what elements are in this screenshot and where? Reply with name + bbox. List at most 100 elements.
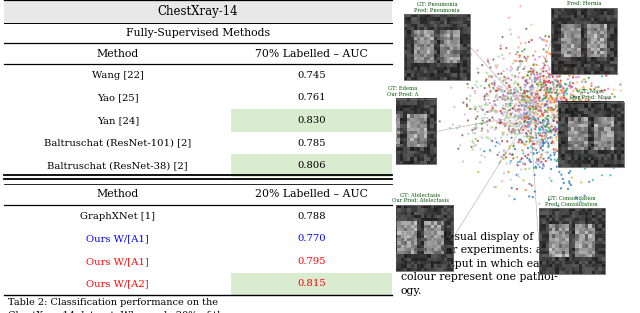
Point [561, 98, 572, 103]
Point [533, 101, 543, 106]
Point [532, 103, 543, 108]
Point [564, 171, 574, 176]
Point [578, 85, 588, 90]
Point [562, 119, 572, 124]
Point [518, 127, 529, 132]
Point [570, 129, 580, 134]
Point [522, 134, 532, 139]
Point [540, 102, 550, 107]
Point [560, 124, 570, 129]
Point [534, 108, 544, 113]
Point [484, 85, 495, 90]
Point [545, 135, 555, 140]
Point [568, 64, 579, 69]
Point [536, 154, 547, 159]
Point [546, 115, 556, 120]
Point [497, 139, 508, 144]
Point [506, 68, 516, 73]
Point [518, 178, 529, 183]
Point [584, 114, 594, 119]
Point [505, 27, 515, 32]
Point [605, 173, 616, 178]
Point [509, 58, 520, 63]
Point [538, 141, 548, 146]
Point [550, 51, 560, 56]
Point [539, 80, 549, 85]
Point [506, 113, 516, 118]
Point [573, 89, 583, 94]
Point [518, 148, 528, 153]
Point [578, 158, 588, 163]
Point [541, 69, 552, 74]
Point [470, 82, 481, 87]
Point [564, 139, 575, 144]
Point [529, 72, 540, 77]
Point [538, 113, 548, 118]
Point [528, 53, 538, 58]
Point [568, 92, 579, 97]
Point [482, 110, 492, 115]
Point [579, 144, 589, 149]
Point [509, 87, 520, 92]
Point [572, 117, 582, 122]
Point [527, 104, 537, 109]
Point [580, 123, 590, 128]
Point [559, 156, 569, 162]
Point [490, 95, 500, 100]
Point [609, 87, 619, 92]
Point [511, 102, 521, 107]
Point [512, 155, 522, 160]
Point [541, 43, 551, 48]
Point [547, 99, 557, 104]
Point [545, 75, 556, 80]
Point [528, 141, 538, 146]
Point [477, 121, 487, 126]
Point [569, 101, 579, 106]
Point [477, 127, 488, 132]
Point [529, 68, 540, 73]
Point [538, 127, 548, 132]
Point [490, 102, 500, 107]
Point [566, 115, 576, 120]
Point [509, 115, 519, 120]
Point [527, 115, 537, 120]
Point [505, 161, 515, 166]
Point [486, 137, 496, 142]
Text: 0.788: 0.788 [298, 212, 326, 221]
Point [557, 99, 568, 104]
Point [511, 85, 521, 90]
Point [495, 95, 506, 100]
Point [515, 107, 525, 112]
Point [544, 66, 554, 71]
Point [595, 126, 605, 131]
Point [499, 110, 509, 115]
Point [547, 130, 557, 135]
Point [559, 90, 570, 95]
Point [527, 183, 537, 188]
Point [566, 151, 577, 156]
Point [496, 120, 506, 125]
Point [550, 146, 561, 151]
Point [588, 60, 598, 65]
Point [556, 114, 566, 119]
Point [533, 117, 543, 122]
Point [552, 115, 562, 121]
Point [595, 55, 605, 60]
Point [539, 95, 549, 100]
Point [570, 151, 580, 156]
Point [553, 156, 563, 162]
Point [539, 110, 549, 115]
Point [489, 87, 499, 92]
Point [531, 133, 541, 138]
Point [483, 136, 493, 141]
Point [542, 110, 552, 115]
Point [529, 111, 539, 116]
Point [525, 100, 535, 105]
Point [502, 110, 513, 115]
Text: 0.745: 0.745 [297, 71, 326, 80]
Point [532, 151, 542, 156]
Point [600, 71, 610, 76]
Point [492, 140, 502, 145]
Bar [232, 154, 392, 177]
Point [492, 85, 502, 90]
